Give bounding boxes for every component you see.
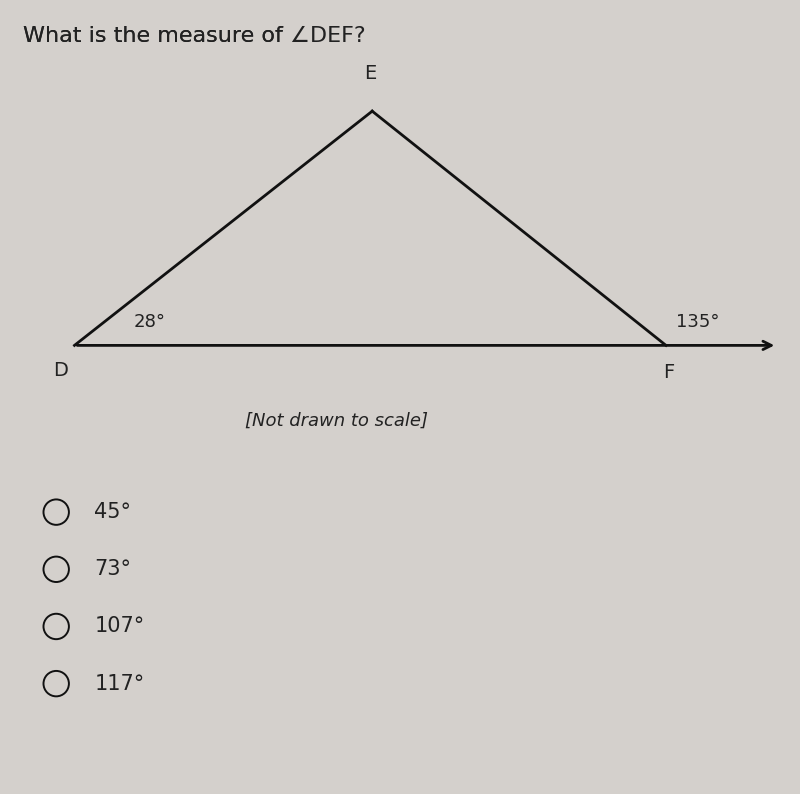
Text: What is the measure of: What is the measure of <box>23 25 290 46</box>
Text: 107°: 107° <box>94 616 145 637</box>
Text: 45°: 45° <box>94 502 131 522</box>
Text: E: E <box>364 64 376 83</box>
Text: What is the measure of ∠DEF?: What is the measure of ∠DEF? <box>23 25 366 46</box>
Text: [Not drawn to scale]: [Not drawn to scale] <box>245 412 428 430</box>
Text: 135°: 135° <box>676 313 719 330</box>
Text: 117°: 117° <box>94 673 145 694</box>
Text: What is the measure of ∠DEF?: What is the measure of ∠DEF? <box>23 25 366 46</box>
Text: D: D <box>53 361 68 380</box>
Text: 28°: 28° <box>134 313 166 330</box>
Text: 73°: 73° <box>94 559 131 580</box>
Text: F: F <box>662 363 674 382</box>
